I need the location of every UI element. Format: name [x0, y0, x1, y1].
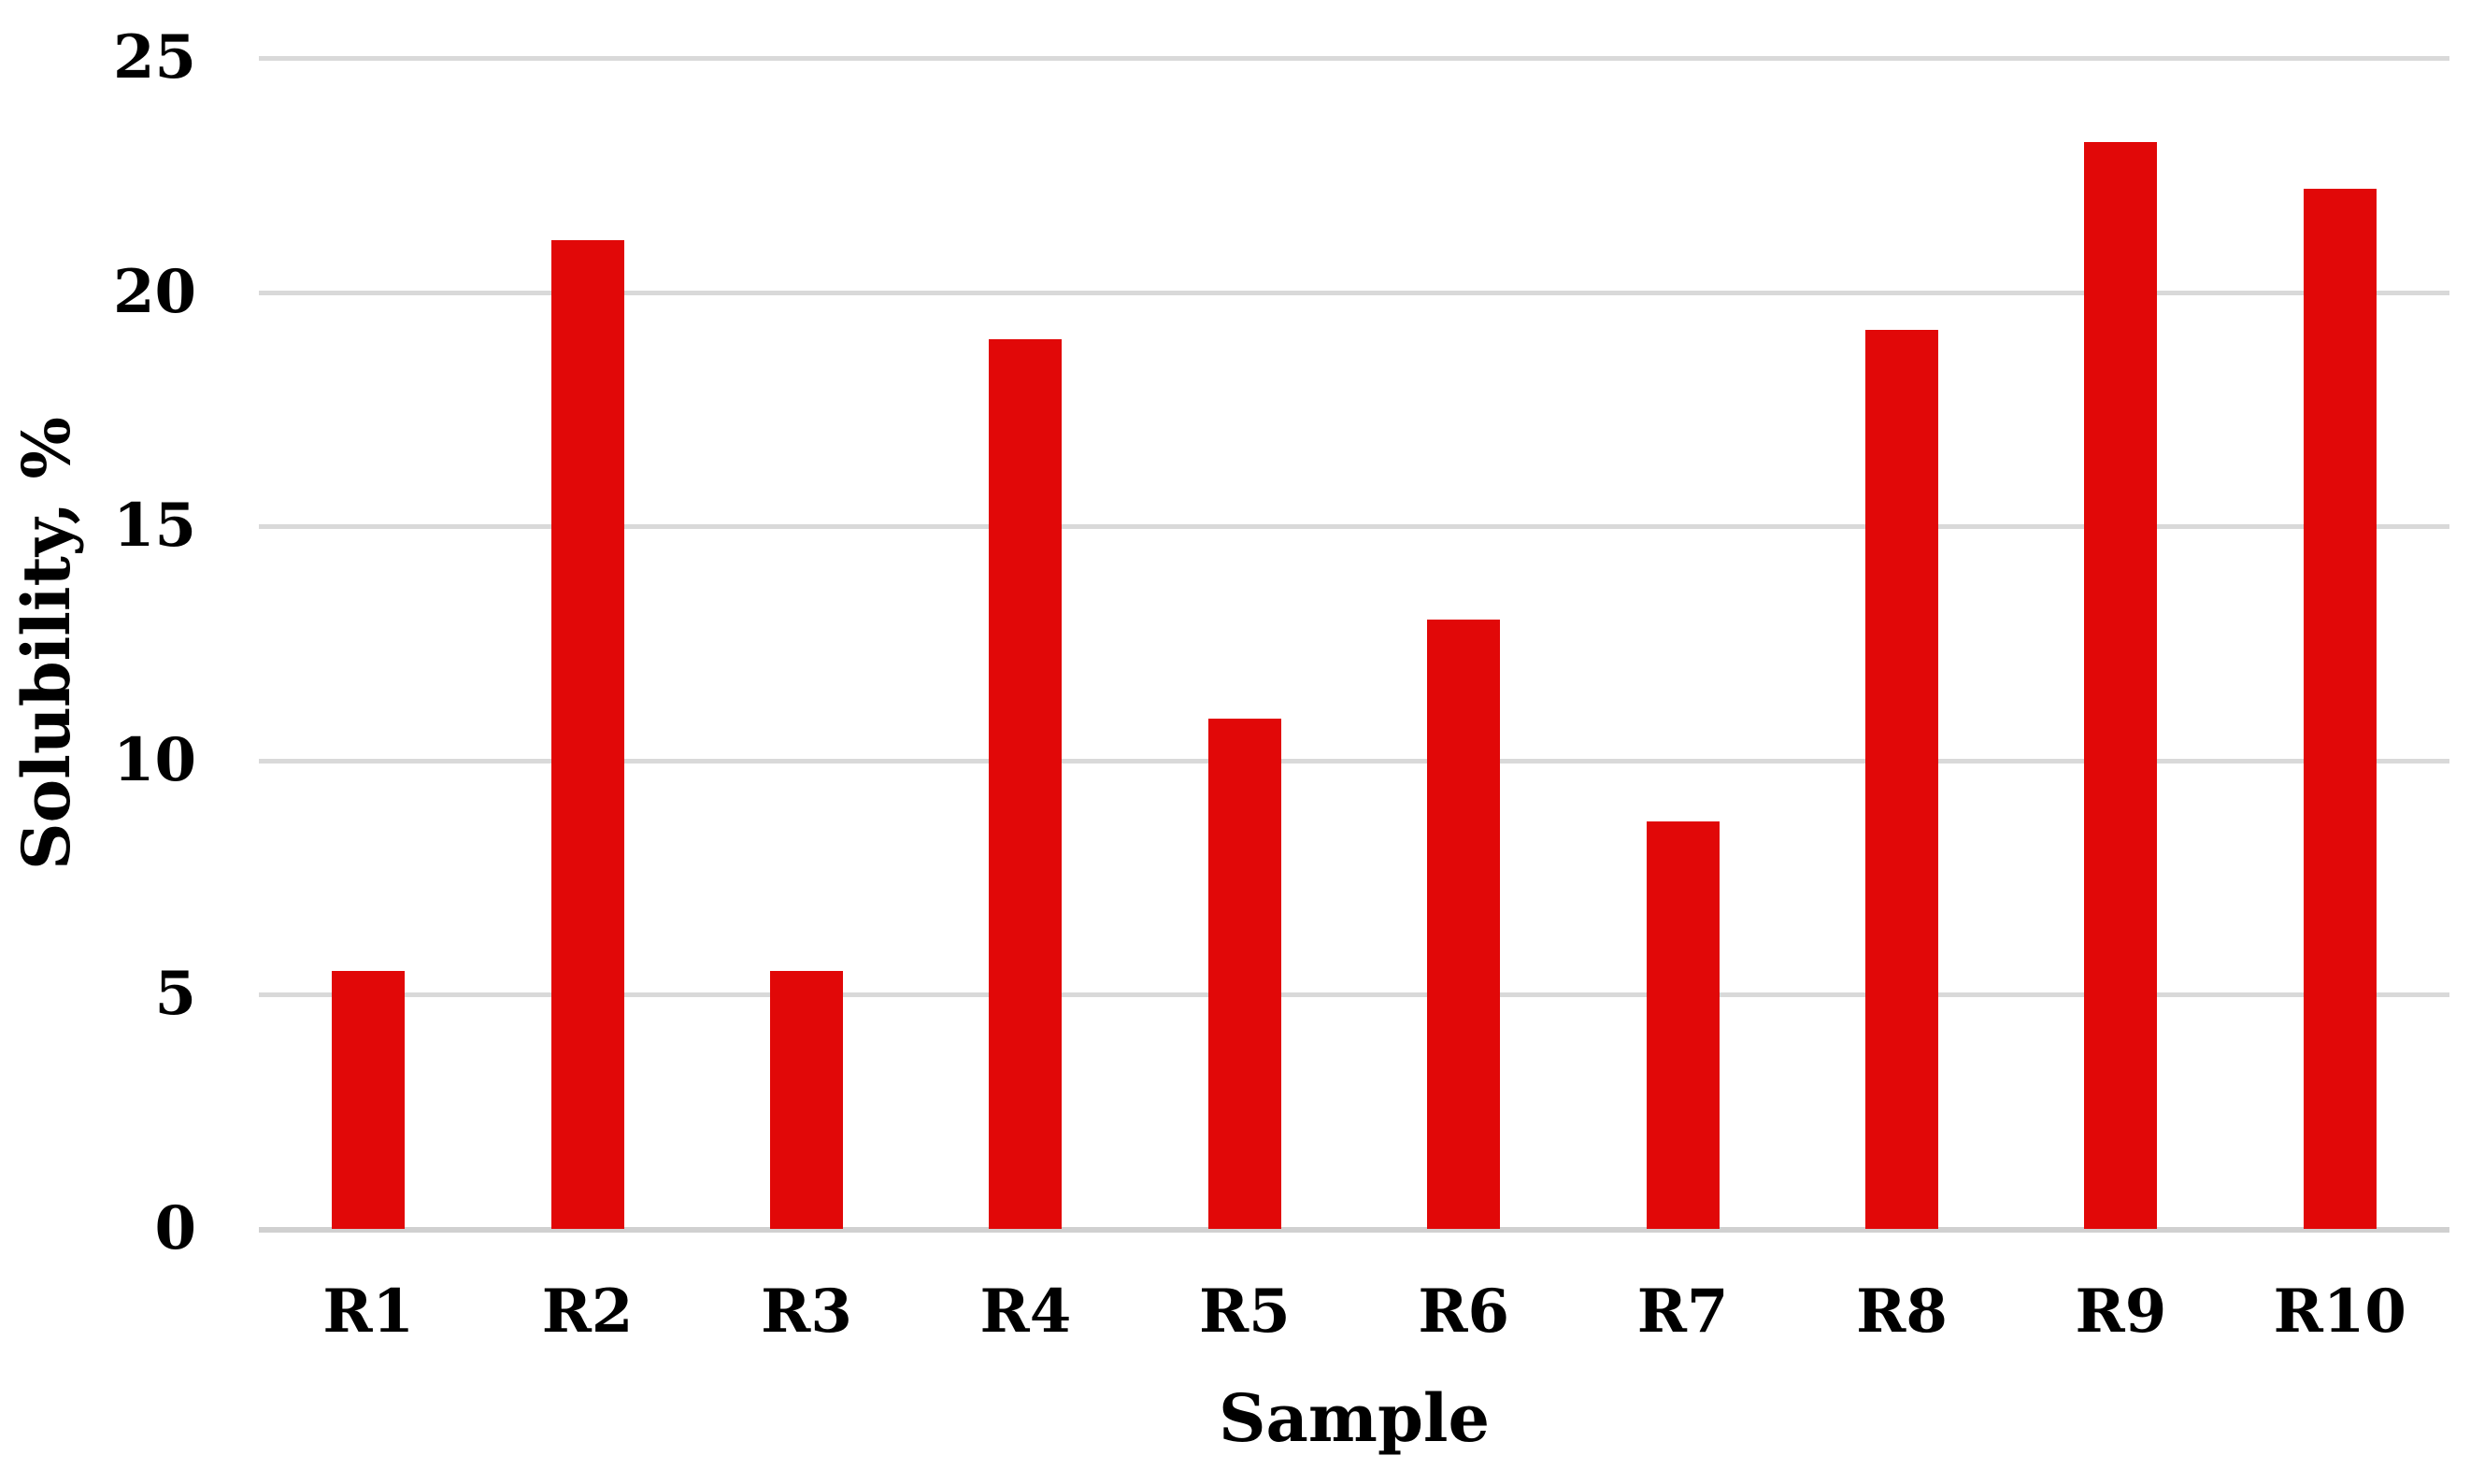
x-tick-label-R6: R6	[1418, 1277, 1510, 1347]
x-tick-label-R7: R7	[1636, 1277, 1729, 1347]
y-tick-label-0: 0	[154, 1193, 196, 1263]
x-axis-line	[259, 1227, 2449, 1233]
bar-R4	[989, 338, 1063, 1229]
x-tick-label-R9: R9	[2075, 1277, 2167, 1347]
gridline	[259, 992, 2449, 998]
x-axis-title: Sample	[1218, 1379, 1491, 1457]
plot-area	[259, 56, 2449, 1233]
x-tick-label-R3: R3	[761, 1277, 852, 1347]
y-tick-label-5: 5	[154, 959, 196, 1030]
bar-R8	[1865, 329, 1938, 1229]
bar-R2	[550, 240, 624, 1229]
bar-R1	[332, 971, 406, 1229]
x-tick-label-R10: R10	[2273, 1277, 2406, 1347]
x-tick-label-R8: R8	[1856, 1277, 1948, 1347]
bar-R9	[2084, 142, 2158, 1229]
x-tick-label-R2: R2	[541, 1277, 634, 1347]
gridline	[259, 758, 2449, 763]
x-tick-label-R1: R1	[322, 1277, 415, 1347]
bar-R7	[1646, 820, 1720, 1229]
bar-R3	[770, 971, 843, 1229]
y-tick-label-10: 10	[112, 724, 196, 795]
y-tick-label-15: 15	[112, 491, 196, 562]
x-tick-label-R5: R5	[1198, 1277, 1291, 1347]
gridline	[259, 56, 2449, 61]
y-tick-label-25: 25	[112, 22, 196, 93]
gridline	[259, 524, 2449, 530]
gridline	[259, 290, 2449, 295]
bar-R10	[2303, 189, 2377, 1229]
x-tick-label-R4: R4	[979, 1277, 1072, 1347]
y-tick-label-20: 20	[112, 256, 196, 327]
bar-R6	[1427, 620, 1501, 1229]
y-axis-title: Solubility, %	[7, 417, 85, 871]
bar-R5	[1207, 718, 1281, 1229]
